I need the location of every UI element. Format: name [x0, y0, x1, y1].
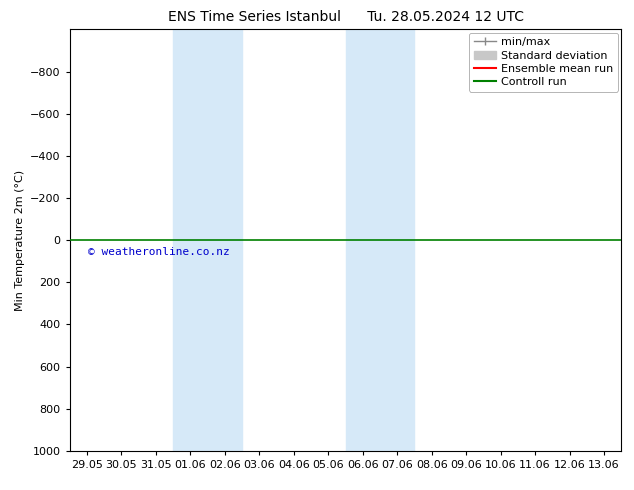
- Bar: [173, 29, 242, 451]
- Title: ENS Time Series Istanbul      Tu. 28.05.2024 12 UTC: ENS Time Series Istanbul Tu. 28.05.2024 …: [167, 10, 524, 24]
- Legend: min/max, Standard deviation, Ensemble mean run, Controll run: min/max, Standard deviation, Ensemble me…: [469, 33, 618, 92]
- Bar: [346, 29, 415, 451]
- Y-axis label: Min Temperature 2m (°C): Min Temperature 2m (°C): [15, 170, 25, 311]
- Text: © weatheronline.co.nz: © weatheronline.co.nz: [87, 247, 230, 257]
